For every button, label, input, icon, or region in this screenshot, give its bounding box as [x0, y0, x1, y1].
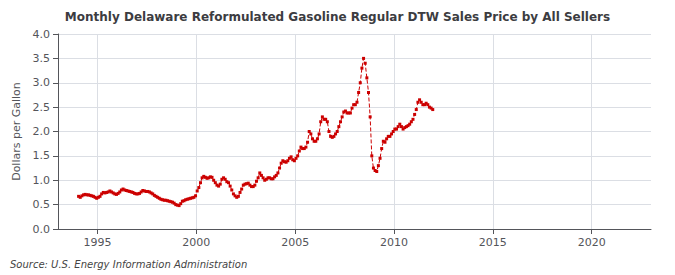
- svg-text:2.5: 2.5: [33, 101, 51, 114]
- svg-text:Dollars per Gallon: Dollars per Gallon: [10, 82, 23, 181]
- svg-text:2015: 2015: [479, 236, 507, 249]
- svg-text:1995: 1995: [84, 236, 112, 249]
- svg-text:2005: 2005: [281, 236, 309, 249]
- svg-text:4.0: 4.0: [33, 28, 51, 41]
- svg-text:2010: 2010: [380, 236, 408, 249]
- svg-text:3.0: 3.0: [33, 76, 51, 89]
- svg-text:2020: 2020: [578, 236, 606, 249]
- svg-text:3.5: 3.5: [33, 52, 51, 65]
- svg-text:Source: U.S. Energy Informatio: Source: U.S. Energy Information Administ…: [10, 259, 247, 270]
- svg-text:Monthly Delaware Reformulated: Monthly Delaware Reformulated Gasoline R…: [65, 10, 610, 24]
- svg-text:0.0: 0.0: [33, 223, 51, 236]
- svg-text:2000: 2000: [182, 236, 210, 249]
- svg-text:0.5: 0.5: [33, 198, 51, 211]
- svg-text:2.0: 2.0: [33, 125, 51, 138]
- svg-text:1.0: 1.0: [33, 174, 51, 187]
- svg-text:1.5: 1.5: [33, 149, 51, 162]
